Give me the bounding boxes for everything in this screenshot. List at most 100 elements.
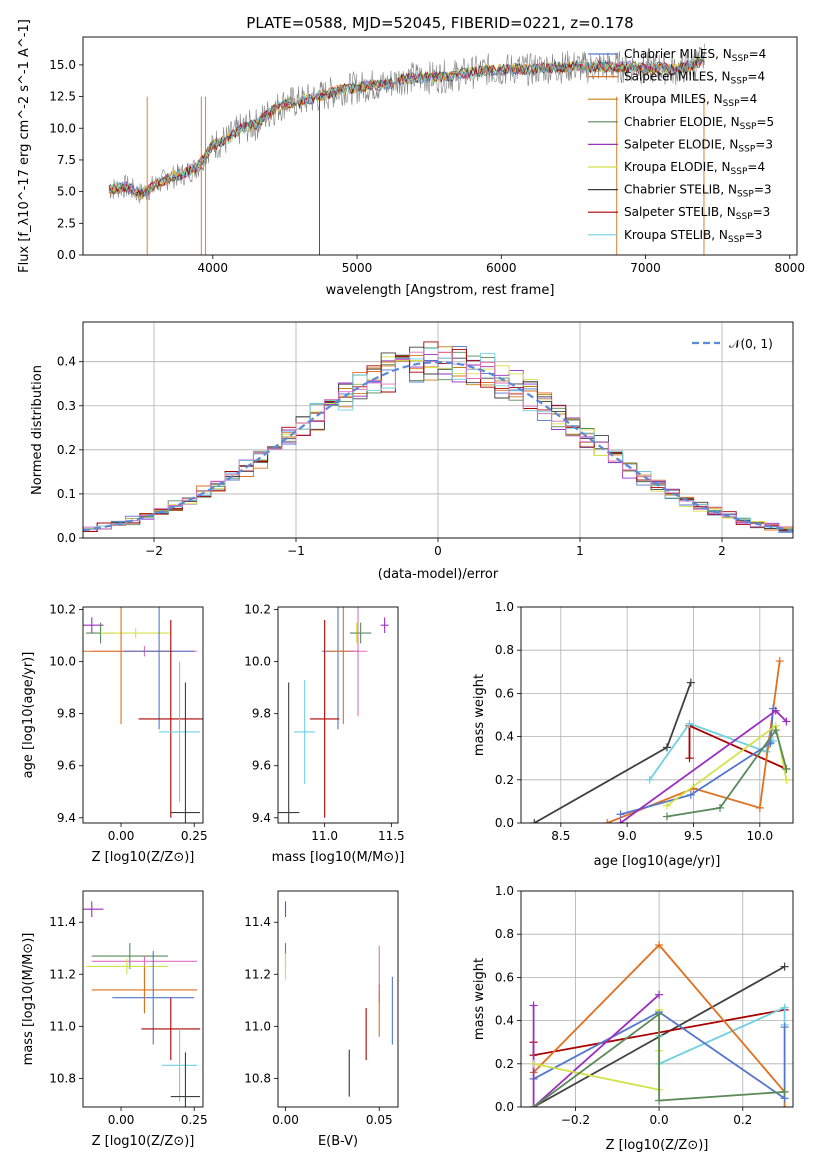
x-tick-label: 2 — [718, 544, 726, 558]
legend-label: Salpeter ELODIE, NSSP=3 — [624, 137, 773, 154]
y-tick-label: 5.0 — [57, 185, 76, 199]
legend-label: Salpeter STELIB, NSSP=3 — [624, 205, 770, 222]
legend-label: Chabrier MILES, NSSP=4 — [624, 47, 766, 64]
y-tick-label: 10.8 — [244, 1071, 271, 1085]
weight-lines — [530, 657, 791, 823]
chart-title: PLATE=0588, MJD=52045, FIBERID=0221, z=0… — [246, 14, 633, 32]
error-bars — [284, 901, 393, 1097]
weight-lines — [529, 941, 789, 1107]
spectrum-panel: 4000 5000 6000 7000 8000 0.0 2.5 5.0 7.5 10.0 12.5… — [17, 14, 805, 298]
x-tick-label: 0.00 — [108, 1113, 135, 1127]
legend-label-suffix: =3 — [745, 228, 763, 242]
plot-frame — [82, 606, 204, 824]
y-tick-label: 9.4 — [57, 811, 76, 825]
legend-label: Chabrier STELIB, NSSP=3 — [624, 183, 772, 200]
model-spectrum-line — [108, 54, 705, 199]
y-axis-label: mass weight — [472, 958, 487, 1040]
legend-label-text: Chabrier STELIB, N — [624, 183, 737, 197]
legend-label-suffix: =3 — [755, 137, 773, 151]
x-tick-label: 6000 — [486, 261, 517, 275]
x-tick-label: 9.5 — [684, 829, 703, 843]
legend-label-suffix: =5 — [756, 115, 774, 129]
y-tick-label: 7.5 — [57, 153, 76, 167]
y-tick-label: 0.2 — [57, 443, 76, 457]
x-tick-label: 0.00 — [272, 1113, 299, 1127]
y-tick-label: 11.0 — [244, 1019, 271, 1033]
y-tick-label: 11.4 — [244, 915, 271, 929]
y-tick-label: 0.4 — [495, 1014, 514, 1028]
legend-label-sub: SSP — [732, 54, 749, 64]
x-tick-label: 0.25 — [181, 1113, 208, 1127]
legend-label-suffix: =4 — [740, 92, 758, 106]
x-tick-label: 8.5 — [551, 829, 570, 843]
x-axis-label: wavelength [Angstrom, rest frame] — [326, 283, 555, 298]
legend: 𝒩(0, 1) — [692, 337, 773, 351]
error-bars — [83, 901, 201, 1107]
y-tick-label: 9.8 — [252, 707, 271, 721]
plot-frame — [82, 36, 798, 256]
x-axis-label: E(B-V) — [318, 1134, 358, 1149]
y-tick-label: 10.0 — [49, 121, 76, 135]
x-axis-label: mass [log10(M/M⊙)] — [272, 850, 405, 865]
legend-label: Kroupa STELIB, NSSP=3 — [624, 228, 762, 245]
y-tick-label: 10.2 — [49, 603, 76, 617]
y-tick-label: 0.4 — [57, 355, 76, 369]
y-tick-label: 10.0 — [244, 655, 271, 669]
legend-label-sub: SSP — [740, 122, 757, 132]
x-tick-label: 7000 — [630, 261, 661, 275]
weight-vs-age-panel: 8.5 9.0 9.5 10.0 0.0 0.2 0.4 0.6 0.8 1.0 age [log1… — [472, 600, 794, 869]
x-axis-label: Z [log10(Z/Z⊙)] — [92, 1134, 195, 1149]
y-axis-label: mass weight — [472, 674, 487, 756]
y-tick-label: 0.6 — [495, 686, 514, 700]
y-tick-label: 0.0 — [57, 248, 76, 262]
legend-label-text: Kroupa ELODIE, N — [624, 160, 731, 174]
x-tick-label: 0.0 — [650, 1113, 669, 1127]
mass-vs-metallicity-panel: 0.00 0.25 10.8 11.0 11.2 11.4 Z [log10(Z/Z⊙)] m… — [21, 890, 208, 1149]
x-tick-label: 0.05 — [366, 1113, 393, 1127]
y-tick-label: 12.5 — [49, 90, 76, 104]
y-tick-label: 0.8 — [495, 927, 514, 941]
x-axis-label: Z [log10(Z/Z⊙)] — [92, 850, 195, 865]
weight-line — [620, 708, 774, 816]
plot-frame — [82, 890, 204, 1108]
model-spectrum-line — [108, 54, 705, 196]
legend-label: Kroupa ELODIE, NSSP=4 — [624, 160, 765, 177]
error-bars — [83, 607, 203, 823]
x-tick-label: 11.5 — [378, 829, 405, 843]
y-axis-label: mass [log10(M/M⊙)] — [21, 933, 36, 1066]
y-tick-label: 9.4 — [252, 811, 271, 825]
legend-label-text: Salpeter MILES, N — [624, 70, 731, 84]
legend-label-sub: SSP — [728, 235, 745, 245]
legend-label-suffix: =3 — [754, 183, 772, 197]
y-axis-label: Flux [f_λ10^-17 erg cm^-2 s^-1 A^-1] — [17, 19, 32, 273]
plot-frame — [520, 606, 794, 824]
y-tick-label: 10.0 — [49, 655, 76, 669]
residual-histogram-panel: −2 −1 0 1 2 0.0 0.1 0.2 0.3 0.4 (data-model)/error… — [30, 321, 794, 582]
legend-label-sub: SSP — [731, 77, 748, 87]
legend-label-sub: SSP — [738, 144, 755, 154]
y-tick-label: 0.0 — [495, 816, 514, 830]
histogram-step — [83, 351, 793, 530]
y-tick-label: 11.0 — [49, 1019, 76, 1033]
y-tick-label: 0.6 — [495, 970, 514, 984]
mass-vs-ebv-panel: 0.00 0.05 10.8 11.0 11.2 11.4 E(B-V) — [244, 890, 399, 1149]
legend-label-sub: SSP — [737, 190, 754, 200]
y-axis-label: age [log10(age/yr)] — [21, 652, 36, 779]
y-tick-label: 9.6 — [57, 759, 76, 773]
weight-line — [532, 994, 660, 1107]
legend-label-suffix: =4 — [747, 70, 765, 84]
x-tick-label: 1 — [576, 544, 584, 558]
y-tick-label: 0.2 — [495, 773, 514, 787]
histograms — [83, 341, 793, 534]
y-tick-label: 0.8 — [495, 643, 514, 657]
x-tick-label: 0.2 — [733, 1113, 752, 1127]
y-tick-label: 9.6 — [252, 759, 271, 773]
plot-frame — [277, 606, 399, 824]
plot-frame — [82, 321, 794, 539]
legend-label: Kroupa MILES, NSSP=4 — [624, 92, 757, 109]
y-tick-label: 0.0 — [57, 531, 76, 545]
x-tick-label: −0.2 — [561, 1113, 590, 1127]
y-tick-label: 0.0 — [495, 1100, 514, 1114]
x-tick-label: 5000 — [342, 261, 373, 275]
